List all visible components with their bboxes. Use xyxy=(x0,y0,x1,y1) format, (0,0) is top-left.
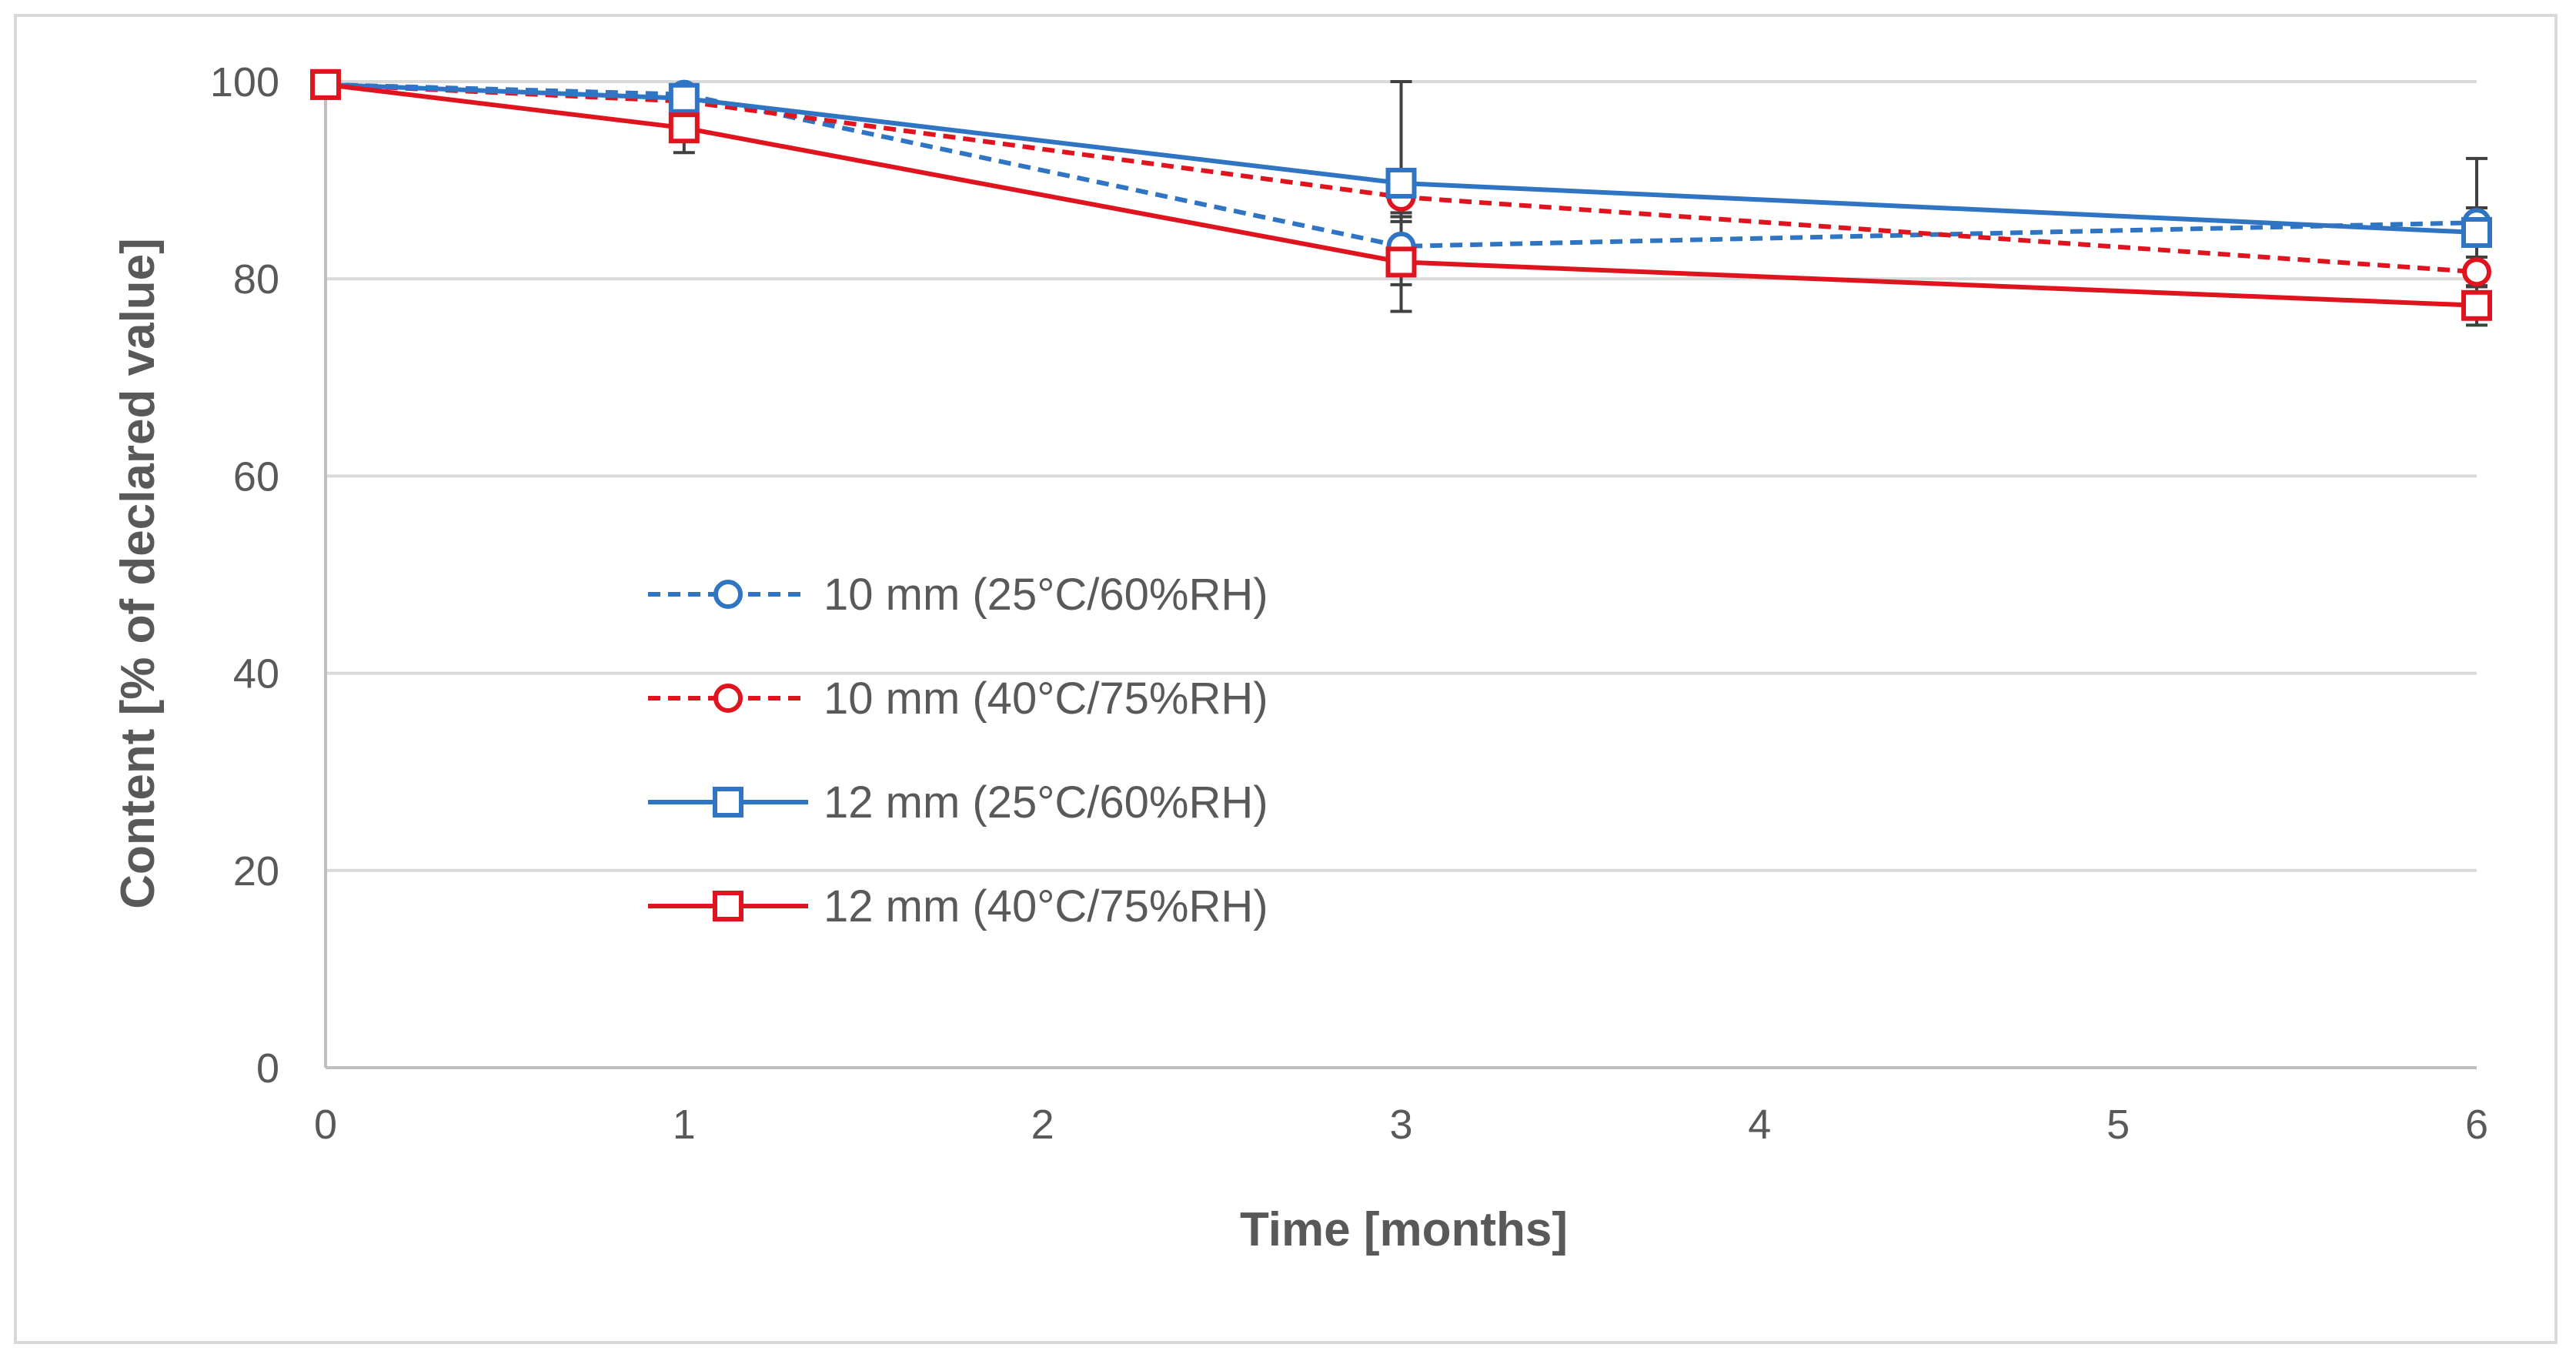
legend-label: 10 mm (25°C/60%RH) xyxy=(824,570,1268,620)
data-point-12mm-25c xyxy=(668,82,700,114)
legend-item-12mm-40c[interactable]: 12 mm (40°C/75%RH) xyxy=(648,881,1268,931)
x-tick-labels: 0 1 2 3 4 5 6 xyxy=(314,1102,2488,1148)
legend-marker-12mm-25c xyxy=(713,787,743,818)
error-bars xyxy=(673,80,2487,327)
data-point-12mm-40c xyxy=(668,112,700,144)
y-tick-label: 60 xyxy=(233,453,279,500)
data-point-12mm-25c xyxy=(2461,216,2492,248)
y-tick-labels: 0 20 40 60 80 100 xyxy=(210,59,279,1092)
legend-marker-10mm-40c xyxy=(713,684,743,713)
y-tick-label: 100 xyxy=(210,59,279,105)
y-tick-label: 40 xyxy=(233,651,279,697)
legend-item-10mm-40c[interactable]: 10 mm (40°C/75%RH) xyxy=(648,674,1268,724)
series-lines xyxy=(325,82,2477,308)
x-tick-label: 0 xyxy=(314,1102,337,1148)
x-tick-label: 1 xyxy=(673,1102,696,1148)
x-tick-label: 5 xyxy=(2107,1102,2130,1148)
x-tick-label: 3 xyxy=(1389,1102,1412,1148)
legend-item-10mm-25c[interactable]: 10 mm (25°C/60%RH) xyxy=(648,570,1268,620)
axes xyxy=(324,82,2477,1069)
x-tick-label: 2 xyxy=(1031,1102,1054,1148)
series-line-10mm-40c xyxy=(325,82,2477,275)
legend-item-12mm-25c[interactable]: 12 mm (25°C/60%RH) xyxy=(648,777,1268,828)
data-point-12mm-25c xyxy=(1385,167,1417,199)
x-axis-title: Time [months] xyxy=(1240,1203,1568,1256)
x-tick-label: 6 xyxy=(2465,1102,2488,1148)
y-tick-label: 80 xyxy=(233,256,279,303)
y-axis-title: Content [% of declared value] xyxy=(112,238,165,909)
legend-label: 12 mm (40°C/75%RH) xyxy=(824,881,1268,931)
series-line-12mm-40c xyxy=(325,82,2477,308)
series-markers xyxy=(310,69,2492,321)
y-tick-label: 20 xyxy=(233,848,279,895)
legend-marker-10mm-25c xyxy=(713,580,743,609)
series-line-12mm-25c xyxy=(325,82,2477,235)
legend-marker-12mm-40c xyxy=(713,891,743,921)
y-tick-label: 0 xyxy=(256,1045,279,1092)
legend-label: 12 mm (25°C/60%RH) xyxy=(824,777,1268,828)
chart-frame xyxy=(14,14,2558,1344)
legend[interactable]: 10 mm (25°C/60%RH) 10 mm (40°C/75%RH) 12 m… xyxy=(648,570,1268,931)
x-tick-label: 4 xyxy=(1748,1102,1771,1148)
data-point-12mm-40c xyxy=(2461,289,2492,321)
data-point-10mm-40c xyxy=(2462,257,2491,287)
data-point-12mm-40c xyxy=(1385,246,1417,278)
legend-label: 10 mm (40°C/75%RH) xyxy=(824,674,1268,724)
data-point-12mm-40c xyxy=(310,69,341,100)
